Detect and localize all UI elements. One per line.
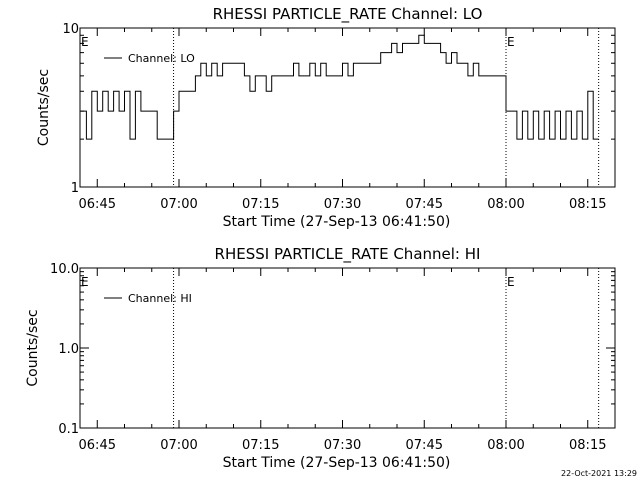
chart-title: RHESSI PARTICLE_RATE Channel: HI [215,245,481,264]
x-tick-label: 06:45 [79,197,116,212]
chart-panel-2: RHESSI PARTICLE_RATE Channel: HI Start Ti… [25,245,616,471]
x-axis-label: Start Time (27-Sep-13 06:41:50) [223,455,451,471]
x-tick-label: 07:00 [160,197,197,212]
x-tick-label: 07:15 [242,438,279,453]
event-marker: E [81,275,89,289]
series-line-1 [80,34,599,140]
x-tick-label: 07:30 [324,438,361,453]
x-tick-label: 07:45 [406,438,443,453]
y-tick-label: 0.1 [58,422,79,437]
chart-panel-1: RHESSI PARTICLE_RATE Channel: LO Start Ti… [36,5,616,230]
x-tick-label: 08:15 [569,438,606,453]
x-tick-label: 08:00 [487,438,524,453]
event-marker: E [507,35,515,49]
event-marker: E [507,275,515,289]
legend-label: Channel: LO [128,52,195,65]
y-tick-label: 10 [62,22,79,37]
x-tick-label: 08:15 [569,197,606,212]
y-axis-label: Counts/sec [25,309,41,386]
chart-title: RHESSI PARTICLE_RATE Channel: LO [213,5,483,24]
y-tick-label: 1.0 [58,342,79,357]
x-tick-label: 07:45 [406,197,443,212]
y-axis-label: Counts/sec [36,69,52,146]
event-marker: E [81,35,89,49]
y-tick-label: 10.0 [50,262,79,277]
timestamp-stamp: 22-Oct-2021 13:29 [561,469,637,478]
plot-frame [79,27,616,188]
legend-label: Channel: HI [128,292,192,305]
x-tick-label: 08:00 [487,197,524,212]
x-tick-label: 07:00 [160,438,197,453]
y-tick-label: 1 [71,181,79,196]
x-axis-label: Start Time (27-Sep-13 06:41:50) [223,214,451,230]
x-tick-label: 07:15 [242,197,279,212]
x-tick-label: 06:45 [79,438,116,453]
x-tick-label: 07:30 [324,197,361,212]
